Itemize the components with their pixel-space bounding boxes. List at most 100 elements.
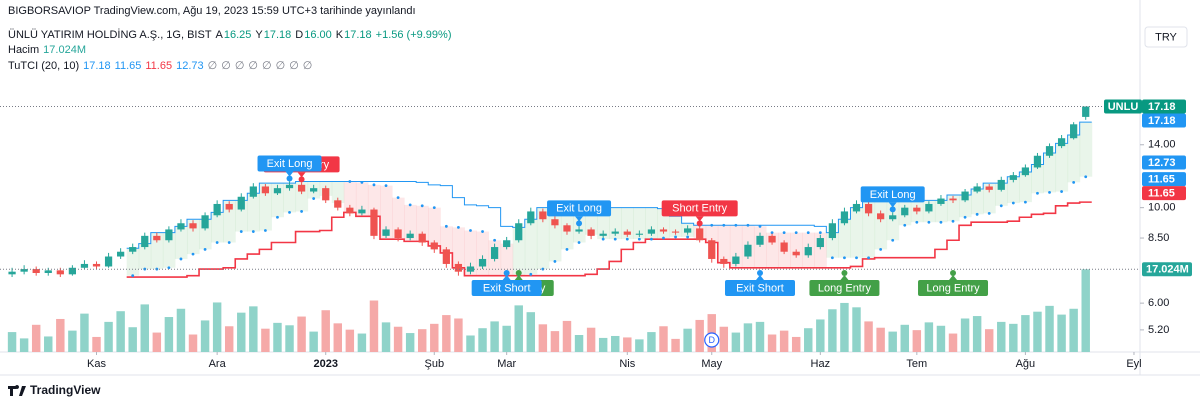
trend-fill [633, 207, 646, 240]
signal-label-pointer [695, 216, 704, 222]
trail-dot [734, 223, 738, 227]
y-tick-label: 10.00 [1148, 202, 1176, 214]
trail-dot [432, 206, 436, 210]
candle-body [647, 229, 656, 234]
volume-bar [731, 332, 741, 352]
indicator-name: TuTCI (20, 10) [8, 60, 80, 72]
signal-label: Exit Long [556, 203, 602, 215]
volume-bar [997, 321, 1006, 352]
volume-value: 17.024M [43, 44, 86, 56]
candle-body [261, 186, 270, 194]
candle-body [32, 269, 40, 274]
volume-bar [924, 322, 934, 352]
signal-label: Long Entry [926, 282, 980, 294]
trail-dot [360, 180, 364, 184]
candle-body [382, 229, 390, 236]
volume-bar [574, 335, 584, 352]
candle-body [949, 198, 957, 201]
volume-bar [840, 302, 849, 352]
candle-body [177, 223, 185, 230]
candle-body [285, 184, 294, 189]
signal-dot [286, 175, 293, 182]
candle-body [165, 229, 173, 241]
signal-label: Exit Short [736, 282, 784, 294]
trail-dot [927, 220, 931, 224]
volume-bar [405, 333, 415, 352]
volume-bar [176, 308, 186, 352]
volume-bar [418, 329, 427, 352]
volume-bar [755, 321, 765, 352]
trend-fill [404, 204, 417, 242]
volume-bar [623, 337, 632, 352]
trend-fill [343, 181, 357, 213]
trend-fill [934, 200, 948, 223]
candle-body [20, 269, 28, 272]
candle-body [901, 207, 909, 216]
trail-dot [939, 220, 943, 224]
volume-bar [912, 330, 922, 352]
ohlc-key: Y [255, 29, 263, 41]
indicator-value: 17.18 [83, 60, 111, 72]
trend-fill [717, 225, 731, 263]
x-tick-label: Şub [424, 358, 444, 370]
signal-dot [950, 270, 957, 276]
x-tick-label: Eyl [1126, 358, 1141, 370]
signal-label-pointer [502, 275, 511, 280]
trail-dot [203, 247, 207, 251]
trail-dot [469, 229, 472, 232]
trail-dot [215, 241, 219, 244]
volume-bar [526, 312, 536, 352]
price-badge-label: 17.18 [1148, 115, 1176, 127]
candle-body [877, 213, 885, 220]
trend-fill [500, 243, 514, 276]
trail-dot [867, 256, 870, 260]
trail-dot [276, 215, 279, 219]
volume-bar [828, 309, 837, 352]
trail-dot [855, 256, 858, 260]
trend-fill [609, 207, 622, 240]
candle-body [575, 229, 583, 232]
trend-fill [705, 225, 719, 243]
trail-dot [1072, 180, 1076, 184]
signal-label-pointer [840, 275, 849, 280]
candle-body [225, 203, 233, 210]
ohlc-value: 16.00 [304, 29, 332, 41]
candle-body [563, 225, 571, 232]
candle-body [1045, 146, 1054, 156]
candle-body [708, 240, 716, 259]
volume-bar [297, 316, 306, 352]
volume-bar [490, 321, 499, 352]
y-tick-label: 14.00 [1148, 139, 1176, 151]
trend-fill [392, 197, 405, 240]
volume-bar [1081, 269, 1090, 352]
price-badge-label: 17.18 [1148, 101, 1176, 113]
indicator-empty: ∅ [302, 60, 313, 72]
volume-badge-label: 17.024M [1146, 264, 1189, 276]
trend-fill [946, 195, 960, 222]
volume-bar [852, 307, 861, 352]
trend-fill [862, 200, 876, 258]
trail-dot [903, 223, 907, 227]
signal-dot [757, 270, 763, 276]
candle-body [997, 179, 1005, 190]
indicator-value: 11.65 [114, 60, 142, 72]
volume-bar [876, 327, 885, 352]
candle-body [527, 211, 535, 224]
candle-body [937, 198, 945, 204]
volume-bar [381, 322, 391, 352]
trail-dot [565, 247, 569, 251]
trend-fill [355, 182, 369, 217]
signal-label-pointer [297, 172, 306, 178]
trend-fill [1019, 172, 1032, 203]
indicator-empty: ∅ [207, 60, 218, 72]
signal-label-pointer [514, 275, 523, 280]
indicator-empty: ∅ [221, 60, 231, 72]
candle-body [756, 235, 764, 245]
candle-body [804, 247, 812, 256]
published: BIGBORSAVIOP TradingView.com, Ağu 19, 20… [8, 5, 416, 17]
trend-fill [874, 200, 888, 250]
signal-label: Exit Long [870, 189, 916, 201]
volume-bar [1009, 323, 1018, 352]
candle-body [1021, 167, 1030, 176]
